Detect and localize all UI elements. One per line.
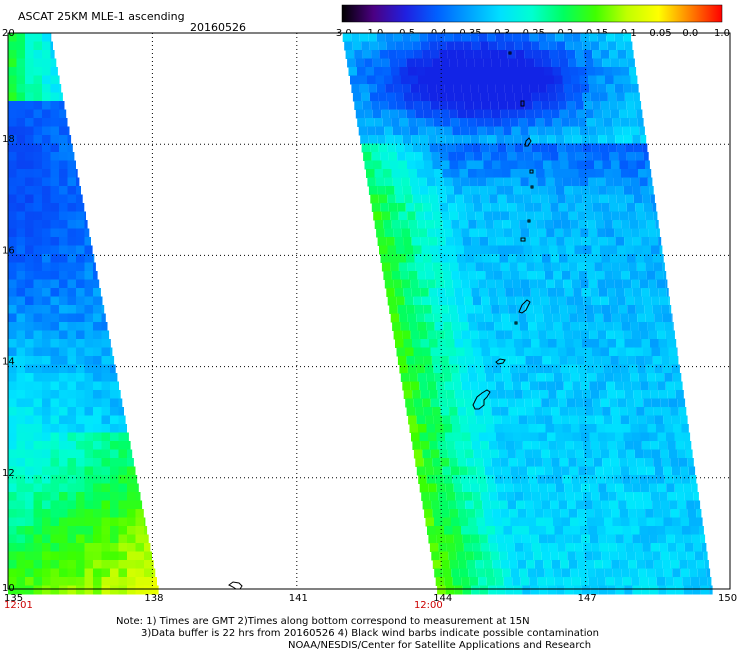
lat-lon-grid	[8, 33, 730, 589]
latitude-label: 10	[2, 583, 15, 594]
island-outline	[530, 185, 534, 189]
island-outline	[508, 51, 512, 55]
product-title: ASCAT 25KM MLE-1 ascending	[18, 10, 185, 23]
island-outline	[495, 358, 506, 365]
island-outline	[520, 237, 526, 242]
latitude-label: 12	[2, 468, 15, 479]
island-outline	[527, 219, 531, 223]
swath-map: 135 138 141 144 147 150 20 18 16 14 12 10 12:01 12:00	[2, 28, 737, 608]
island-outline	[524, 137, 532, 147]
product-date: 20160526	[190, 21, 246, 34]
longitude-label: 135	[4, 593, 23, 604]
color-scale-gradient	[341, 4, 723, 23]
swath-data-cells	[8, 33, 713, 595]
longitude-label: 150	[718, 593, 737, 604]
latitude-label: 16	[2, 245, 15, 256]
longitude-label: 138	[144, 593, 163, 604]
latitude-label: 18	[2, 134, 15, 145]
longitude-label: 144	[433, 593, 452, 604]
pass-time-label: 12:00	[414, 600, 443, 608]
latitude-label: 20	[2, 28, 15, 39]
island-outline	[228, 581, 243, 590]
island-outline	[514, 321, 518, 325]
footer-note-2: 3)Data buffer is 22 hrs from 20160526 4)…	[141, 628, 599, 639]
footer-note-1: Note: 1) Times are GMT 2)Times along bot…	[116, 616, 530, 627]
coastline-outlines	[228, 51, 534, 590]
longitude-label: 141	[289, 593, 308, 604]
island-outline	[472, 389, 491, 410]
footer-credit: NOAA/NESDIS/Center for Satellite Applica…	[288, 640, 592, 651]
latitude-label: 14	[2, 357, 15, 368]
island-outline	[518, 299, 531, 314]
island-outline	[529, 169, 534, 174]
island-outline	[520, 100, 525, 107]
map-frame	[7, 32, 731, 590]
longitude-label: 147	[578, 593, 597, 604]
pass-time-label: 12:01	[4, 600, 33, 608]
